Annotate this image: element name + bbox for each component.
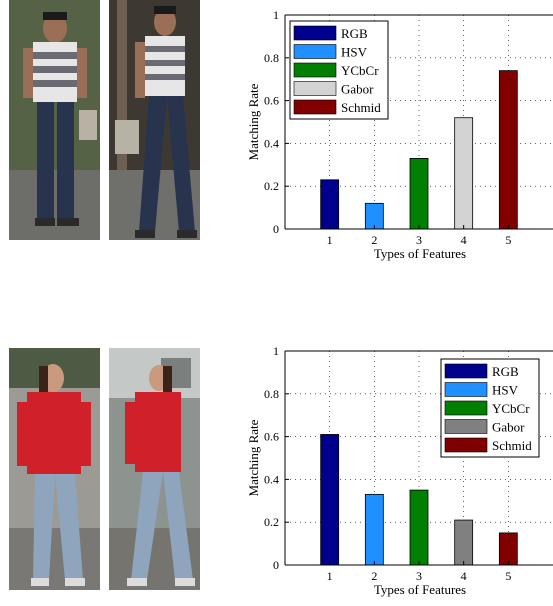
y-tick-label: 0.2 [264,515,279,529]
bar-schmid [498,532,518,566]
y-tick-label: 1 [273,8,279,22]
matching-rate-chart-1: 0 0.2 0.4 0.6 0.8 1 1 2 3 4 5 Types of Features Matc… [246,8,553,261]
x-axis-label: Types of Features [374,246,466,261]
legend-label-schmid: Schmid [492,438,532,453]
matching-rate-chart-2: 0 0.2 0.4 0.6 0.8 1 1 2 3 4 5 Types of Features Matc… [246,344,553,597]
y-tick-label: 0.4 [264,136,279,150]
legend-swatch-gabor [444,419,488,434]
bar-rgb [320,434,340,566]
x-tick-label: 3 [416,233,422,247]
y-tick-label: 0 [273,222,279,236]
bar-gabor [454,519,474,566]
legend-label-ycbcr: YCbCr [341,63,379,78]
y-tick-label: 0.8 [264,387,279,401]
legend-swatch-schmid [444,437,488,453]
x-tick-label: 1 [327,569,333,583]
legend-swatch-hsv [444,382,488,397]
x-tick-label: 4 [461,233,467,247]
x-tick-label: 3 [416,569,422,583]
legend-label-gabor: Gabor [341,82,374,97]
x-tick-label: 5 [505,233,511,247]
person-photo-2a [9,348,100,590]
x-tick-label: 5 [505,569,511,583]
legend-swatch-gabor [293,81,337,96]
person-photo-1b [109,0,200,240]
legend-label-hsv: HSV [341,45,368,60]
y-axis-label: Matching Rate [246,419,261,496]
y-tick-label: 1 [273,344,279,358]
y-tick-label: 0.6 [264,430,279,444]
bar-gabor [454,117,474,230]
bar-schmid [498,70,518,230]
x-tick-label: 2 [371,233,377,247]
x-tick-label: 1 [327,233,333,247]
x-tick-label: 4 [461,569,467,583]
legend-swatch-schmid [293,99,337,115]
y-tick-label: 0 [273,558,279,572]
legend-swatch-rgb [444,363,488,379]
bar-rgb [320,179,340,230]
legend-label-ycbcr: YCbCr [492,401,530,416]
y-tick-label: 0.8 [264,51,279,65]
legend-label-gabor: Gabor [492,420,525,435]
x-tick-label: 2 [371,569,377,583]
y-axis-label: Matching Rate [246,83,261,160]
legend-label-hsv: HSV [492,383,519,398]
bar-hsv [364,493,384,566]
bar-ycbcr [409,157,429,230]
legend-swatch-ycbcr [293,62,337,78]
legend-label-rgb: RGB [341,26,368,41]
person-photo-2b [109,348,200,590]
legend-label-rgb: RGB [492,364,519,379]
legend-swatch-rgb [293,25,337,41]
y-tick-label: 0.4 [264,472,279,486]
person-photo-1a [9,0,100,240]
y-tick-label: 0.2 [264,179,279,193]
legend-label-schmid: Schmid [341,100,381,115]
legend-swatch-hsv [293,44,337,59]
y-tick-label: 0.6 [264,94,279,108]
bar-ycbcr [409,489,429,566]
legend-swatch-ycbcr [444,400,488,416]
x-axis-label: Types of Features [374,582,466,597]
